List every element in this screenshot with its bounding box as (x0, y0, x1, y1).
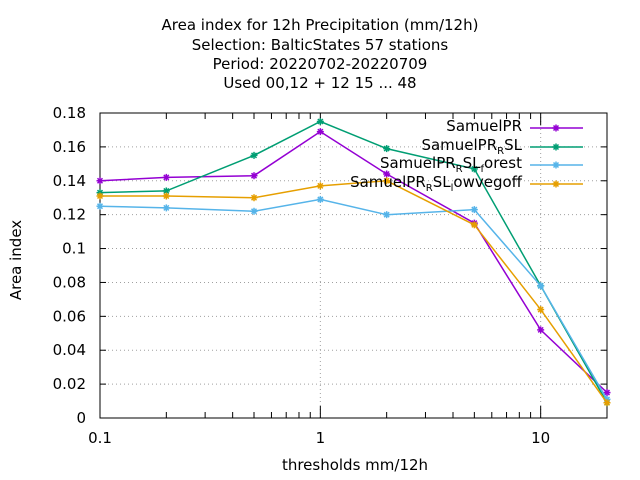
data-point (316, 182, 324, 190)
x-axis-label: thresholds mm/12h (282, 456, 428, 474)
data-point (383, 145, 391, 153)
axis-ticks: 0 0.02 0.04 0.06 0.08 0.1 0.12 0.14 0.16 0.18 0.1 1… (53, 104, 608, 447)
data-point (162, 204, 170, 212)
data-point (537, 306, 545, 314)
data-point (383, 177, 391, 185)
data-point (316, 128, 324, 136)
grid-lines (100, 113, 607, 418)
data-point (162, 187, 170, 195)
data-point (603, 399, 611, 407)
y-axis-label: Area index (7, 220, 25, 300)
legend-label: SamuelPRRSLlowvegoff (350, 173, 522, 194)
y-tick-label: 0.12 (53, 206, 86, 224)
data-point (383, 170, 391, 178)
data-point (250, 172, 258, 180)
data-point (537, 282, 545, 290)
data-point (250, 207, 258, 215)
data-point (383, 211, 391, 219)
plot-frame (99, 112, 608, 419)
legend-label: SamuelPR (446, 117, 522, 135)
data-point (316, 195, 324, 203)
data-point (162, 173, 170, 181)
title-line-2: Selection: BalticStates 57 stations (191, 36, 449, 54)
y-tick-label: 0.08 (53, 273, 86, 291)
series-line-SamuelPR (99, 130, 608, 394)
y-tick-label: 0.06 (53, 307, 86, 325)
data-point (96, 177, 104, 185)
data-point (603, 389, 611, 397)
legend-markers (530, 124, 583, 188)
legend-marker (552, 180, 560, 188)
series-layer (96, 117, 611, 407)
data-point (316, 117, 324, 125)
title-line-3: Period: 20220702-20220709 (212, 55, 428, 73)
legend-marker (552, 143, 560, 151)
y-tick-label: 0.14 (53, 172, 86, 190)
data-point (470, 206, 478, 214)
series-line-SamuelPR_RSL_lowvegoff (100, 180, 608, 404)
legend-marker (552, 161, 560, 169)
legend-marker (552, 124, 560, 132)
data-point (162, 192, 170, 200)
title-line-1: Area index for 12h Precipitation (mm/12h… (161, 16, 479, 34)
y-tick-label: 0.02 (53, 375, 86, 393)
x-tick-label: 0.1 (88, 429, 112, 447)
data-point (537, 326, 545, 334)
data-point (96, 192, 104, 200)
y-tick-label: 0.18 (53, 104, 86, 122)
data-point (470, 221, 478, 229)
y-tick-label: 0.04 (53, 341, 86, 359)
legend-label: SamuelPRRSL (421, 136, 522, 157)
series-line-SamuelPR_RSL_forest (99, 198, 608, 400)
series-line-SamuelPR_RSL (99, 120, 608, 404)
y-tick-label: 0 (76, 409, 86, 427)
data-point (250, 151, 258, 159)
x-tick-label: 1 (316, 429, 326, 447)
title-line-4: Used 00,12 + 12 15 ... 48 (223, 74, 417, 92)
x-tick-label: 10 (531, 429, 550, 447)
y-tick-label: 0.16 (53, 138, 86, 156)
legend-label: SamuelPRRSLforest (379, 154, 522, 175)
data-point (96, 202, 104, 210)
y-tick-label: 0.1 (62, 240, 86, 258)
data-point (470, 165, 478, 173)
data-point (250, 194, 258, 202)
